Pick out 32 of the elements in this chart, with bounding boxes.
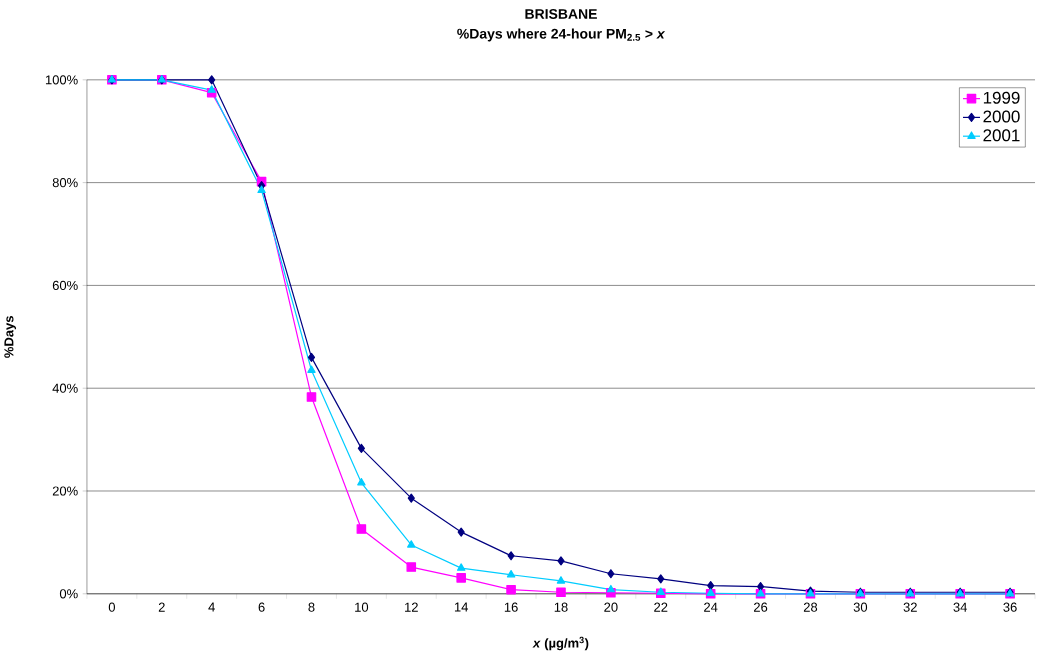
- x-tick-label: 6: [258, 602, 265, 612]
- x-tick-label: 30: [853, 602, 868, 612]
- x-tick-label: 24: [704, 602, 718, 612]
- x-tick-label: 20: [604, 602, 618, 612]
- legend-label: 2001: [983, 129, 1020, 142]
- x-tick-label: 16: [504, 602, 518, 612]
- x-tick-label: 22: [654, 602, 668, 612]
- y-tick-label: 60%: [52, 280, 78, 291]
- x-tick-label: 28: [803, 602, 818, 612]
- y-tick-label: 20%: [52, 486, 78, 496]
- x-tick-label: 10: [355, 602, 369, 612]
- y-tick-label: 0%: [59, 589, 78, 599]
- x-axis-title: x (µg/m$^{3}$): [532, 637, 589, 651]
- y-tick-label: 40%: [52, 383, 78, 393]
- chart-subtitle: %Days where 24-hour PM$_{2.5}$ > x: [457, 28, 666, 42]
- y-tick-label: 80%: [52, 178, 78, 188]
- x-tick-label: 26: [754, 602, 768, 612]
- y-tick-label: 100%: [45, 75, 78, 85]
- chart-title: BRISBANE: [525, 9, 597, 20]
- legend-label: 2000: [983, 110, 1020, 123]
- x-tick-label: 2: [158, 602, 165, 612]
- legend-label: 1999: [983, 91, 1020, 104]
- x-tick-label: 32: [903, 602, 917, 612]
- x-tick-label: 0: [108, 602, 115, 612]
- x-tick-label: 8: [308, 602, 315, 612]
- y-axis-title: %Days: [4, 316, 17, 358]
- x-tick-label: 34: [953, 602, 967, 612]
- x-tick-label: 14: [454, 602, 469, 612]
- x-tick-label: 12: [405, 602, 418, 612]
- x-tick-label: 18: [554, 602, 568, 612]
- x-tick-label: 4: [208, 602, 215, 612]
- x-tick-label: 36: [1003, 602, 1017, 612]
